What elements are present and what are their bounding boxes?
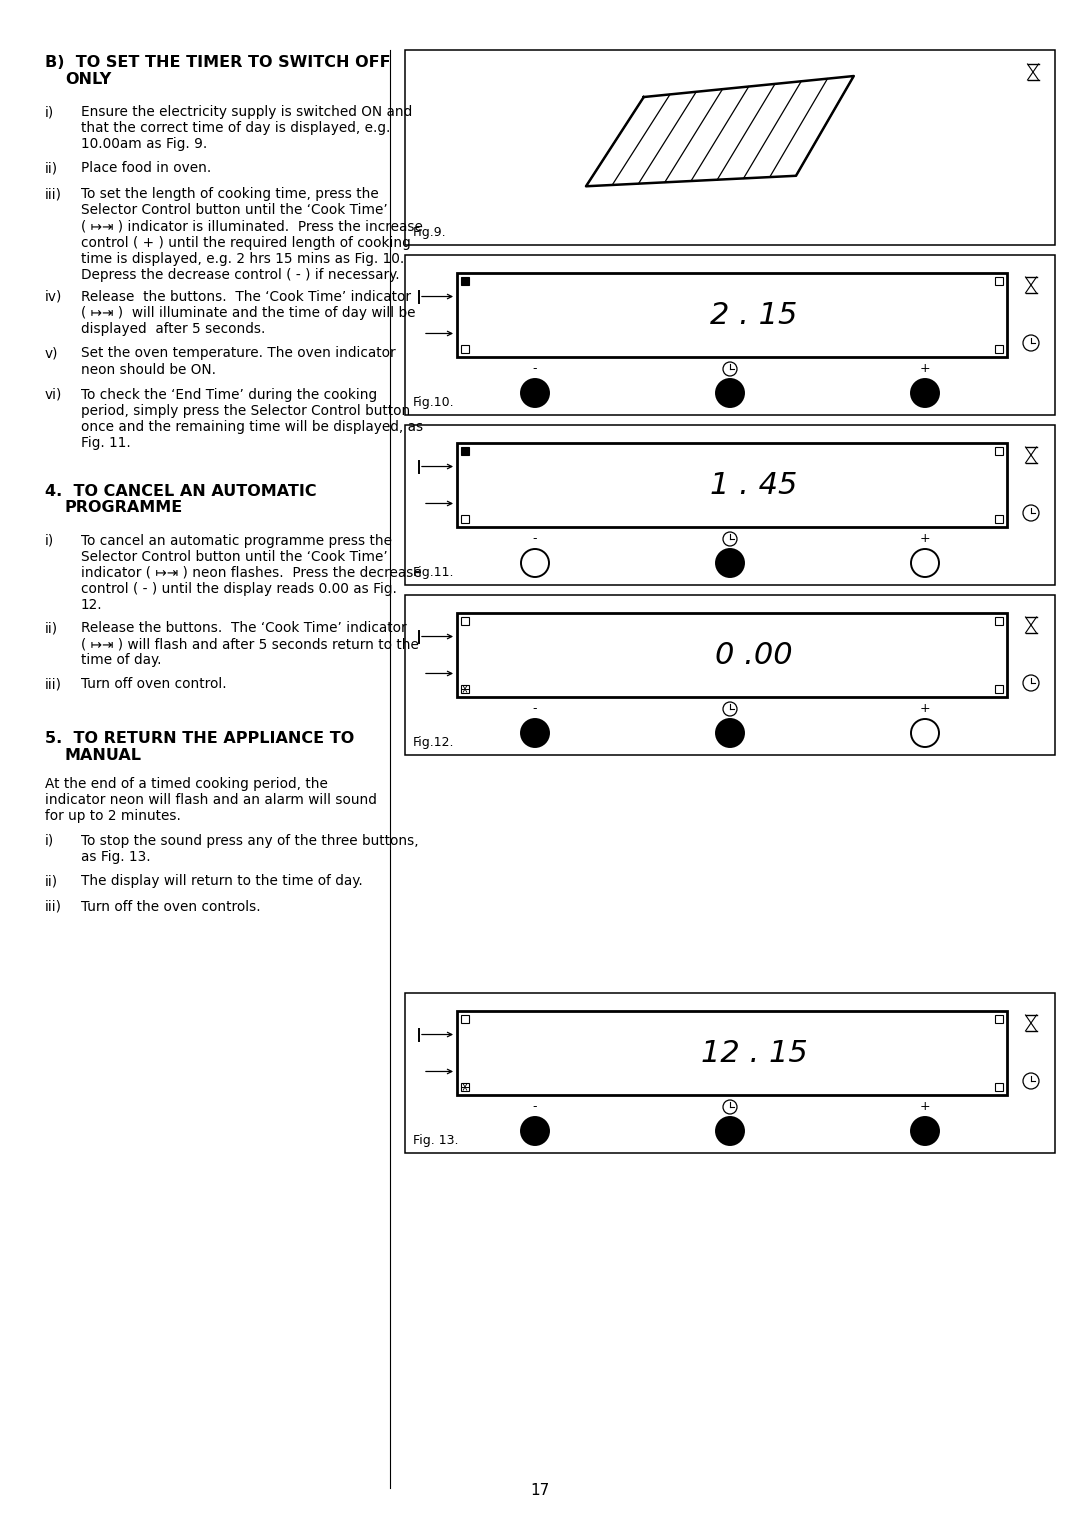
Text: i): i) (45, 833, 54, 848)
Text: iii): iii) (45, 900, 62, 914)
Text: +: + (920, 532, 930, 545)
Text: +: + (920, 1100, 930, 1114)
Circle shape (521, 1117, 549, 1144)
Text: -: - (532, 532, 537, 545)
Text: The display will return to the time of day.: The display will return to the time of d… (81, 874, 363, 888)
Bar (461, 515, 469, 523)
Text: i): i) (45, 533, 54, 547)
Bar (461, 277, 469, 286)
Circle shape (1023, 675, 1039, 691)
Text: iv): iv) (45, 290, 63, 304)
Text: +: + (920, 362, 930, 376)
Text: -: - (532, 362, 537, 376)
Circle shape (723, 701, 737, 717)
Text: Release the buttons.  The ‘Cook Time’ indicator
( ↦⇥ ) will flash and after 5 se: Release the buttons. The ‘Cook Time’ ind… (81, 620, 419, 668)
Circle shape (716, 720, 744, 747)
Text: ii): ii) (45, 620, 58, 636)
Circle shape (716, 549, 744, 578)
Circle shape (716, 379, 744, 406)
Text: To cancel an automatic programme press the
Selector Control button until the ‘Co: To cancel an automatic programme press t… (81, 533, 422, 613)
Circle shape (521, 720, 549, 747)
Text: vi): vi) (45, 388, 63, 402)
Bar (405, 993, 1055, 1154)
Bar (995, 1083, 1003, 1091)
Text: Fig.11.: Fig.11. (413, 565, 455, 579)
Text: Place food in oven.: Place food in oven. (81, 162, 212, 176)
Circle shape (723, 1100, 737, 1114)
Bar (995, 515, 1003, 523)
Text: Ensure the electricity supply is switched ON and
that the correct time of day is: Ensure the electricity supply is switche… (81, 105, 413, 151)
Text: iii): iii) (45, 677, 62, 692)
Text: Fig.10.: Fig.10. (413, 396, 455, 410)
Text: iii): iii) (45, 186, 62, 202)
Text: +: + (920, 703, 930, 715)
Text: Fig.9.: Fig.9. (413, 226, 447, 238)
Bar (405, 594, 1055, 755)
Bar (457, 613, 1007, 697)
Circle shape (1023, 335, 1039, 351)
Text: v): v) (45, 347, 58, 361)
Bar (995, 617, 1003, 625)
Circle shape (912, 1117, 939, 1144)
Bar (995, 345, 1003, 353)
Circle shape (716, 1117, 744, 1144)
Text: Fig.12.: Fig.12. (413, 736, 455, 749)
Text: PROGRAMME: PROGRAMME (65, 500, 184, 515)
Bar (995, 685, 1003, 694)
Bar (405, 255, 1055, 416)
Bar (461, 1083, 469, 1091)
Text: i): i) (45, 105, 54, 119)
Text: -: - (532, 703, 537, 715)
Text: B)  TO SET THE TIMER TO SWITCH OFF: B) TO SET THE TIMER TO SWITCH OFF (45, 55, 391, 70)
Bar (405, 50, 1055, 244)
Circle shape (912, 549, 939, 578)
Text: 17: 17 (530, 1484, 550, 1497)
Text: ii): ii) (45, 874, 58, 888)
Bar (461, 617, 469, 625)
Bar (461, 685, 469, 694)
Text: To stop the sound press any of the three buttons,
as Fig. 13.: To stop the sound press any of the three… (81, 833, 419, 863)
Circle shape (912, 379, 939, 406)
Text: ONLY: ONLY (65, 72, 111, 87)
Bar (457, 1012, 1007, 1096)
Bar (461, 345, 469, 353)
Text: Release  the buttons.  The ‘Cook Time’ indicator
( ↦⇥ )  will illuminate and the: Release the buttons. The ‘Cook Time’ ind… (81, 290, 416, 336)
Text: Turn off oven control.: Turn off oven control. (81, 677, 227, 692)
Bar (457, 443, 1007, 527)
Text: -: - (532, 1100, 537, 1114)
Text: 12 . 15: 12 . 15 (701, 1039, 808, 1068)
Bar (995, 1015, 1003, 1024)
Text: At the end of a timed cooking period, the
indicator neon will flash and an alarm: At the end of a timed cooking period, th… (45, 778, 377, 824)
Bar (995, 277, 1003, 286)
Text: 0 .00: 0 .00 (715, 640, 793, 669)
Text: To set the length of cooking time, press the
Selector Control button until the ‘: To set the length of cooking time, press… (81, 186, 423, 283)
Text: 5.  TO RETURN THE APPLIANCE TO: 5. TO RETURN THE APPLIANCE TO (45, 730, 354, 746)
Bar (461, 1015, 469, 1024)
Text: MANUAL: MANUAL (65, 747, 141, 762)
Text: Turn off the oven controls.: Turn off the oven controls. (81, 900, 260, 914)
Bar (995, 448, 1003, 455)
Circle shape (1023, 504, 1039, 521)
Circle shape (521, 379, 549, 406)
Text: To check the ‘End Time’ during the cooking
period, simply press the Selector Con: To check the ‘End Time’ during the cooki… (81, 388, 423, 451)
Circle shape (723, 362, 737, 376)
Text: ii): ii) (45, 162, 58, 176)
Bar (405, 425, 1055, 585)
Text: 1 . 45: 1 . 45 (711, 471, 798, 500)
Bar (457, 274, 1007, 358)
Circle shape (521, 549, 549, 578)
Circle shape (1023, 1073, 1039, 1089)
Text: 2 . 15: 2 . 15 (711, 301, 798, 330)
Bar (461, 448, 469, 455)
Text: Set the oven temperature. The oven indicator
neon should be ON.: Set the oven temperature. The oven indic… (81, 347, 395, 377)
Text: Fig. 13.: Fig. 13. (413, 1134, 459, 1148)
Circle shape (723, 532, 737, 545)
Text: 4.  TO CANCEL AN AUTOMATIC: 4. TO CANCEL AN AUTOMATIC (45, 483, 316, 498)
Circle shape (912, 720, 939, 747)
